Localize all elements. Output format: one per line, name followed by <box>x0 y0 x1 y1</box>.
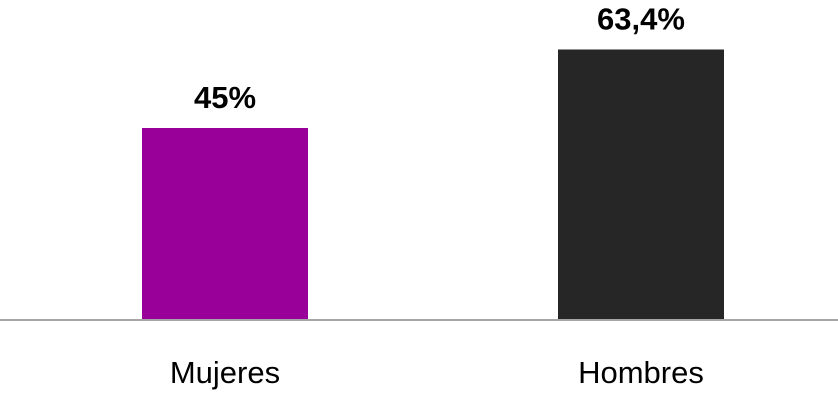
bars-layer <box>142 49 724 320</box>
data-label-hombres: 63,4% <box>597 1 685 36</box>
labels-layer: 45% Mujeres 63,4% Hombres <box>170 1 704 390</box>
bar-mujeres <box>142 128 308 320</box>
x-tick-label-hombres: Hombres <box>578 355 704 390</box>
data-label-mujeres: 45% <box>194 80 256 115</box>
bar-hombres <box>558 49 724 320</box>
x-tick-label-mujeres: Mujeres <box>170 355 280 390</box>
